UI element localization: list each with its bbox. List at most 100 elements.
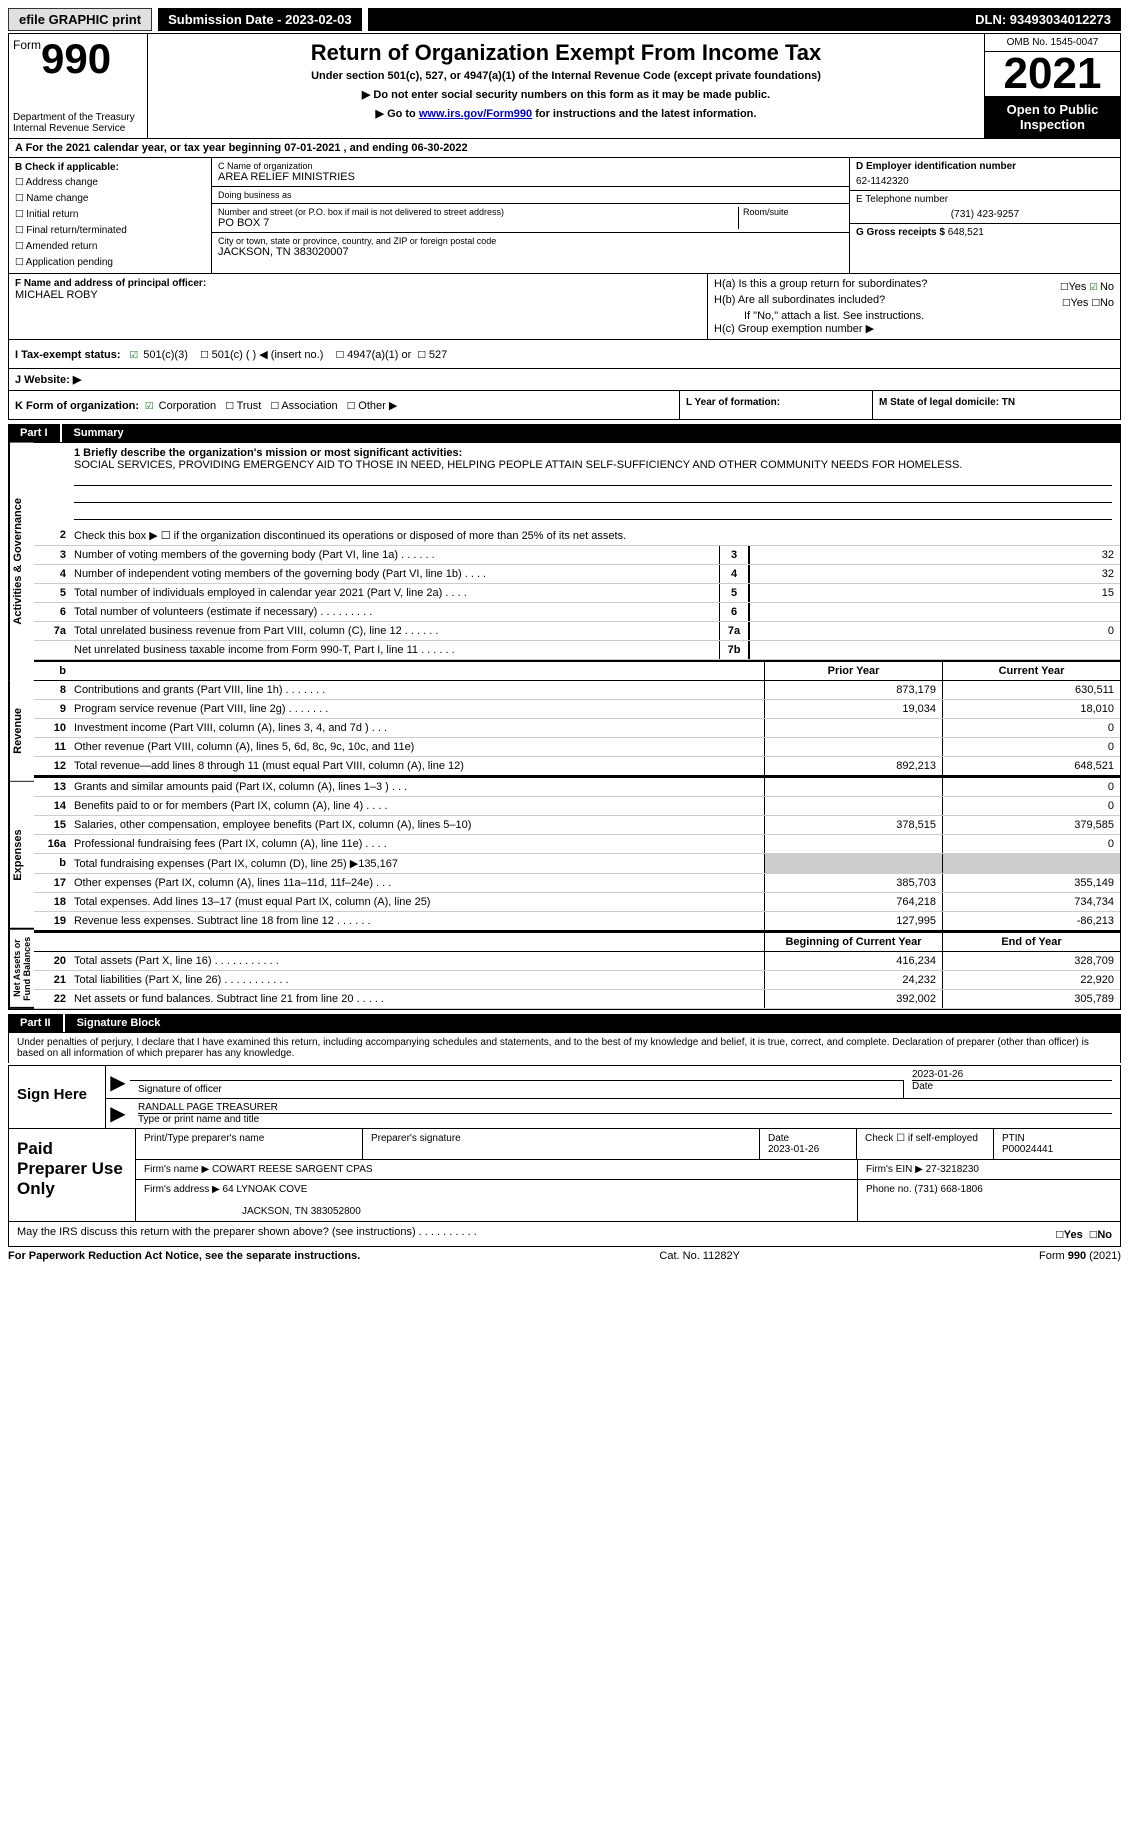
chk-assoc[interactable]: ☐ xyxy=(270,397,278,413)
sig-name-label: Type or print name and title xyxy=(138,1113,1112,1125)
firm-ein: 27-3218230 xyxy=(926,1164,979,1175)
street: PO BOX 7 xyxy=(218,217,738,229)
form-word: Form xyxy=(13,38,41,52)
section-b-c-d: B Check if applicable: ☐ Address change … xyxy=(8,158,1121,274)
summary-body: Activities & Governance Revenue Expenses… xyxy=(8,442,1121,1010)
chk-501c3[interactable]: ☑ xyxy=(130,346,138,362)
sig-officer-label: Signature of officer xyxy=(130,1080,904,1098)
box-b-label: B Check if applicable: xyxy=(15,162,205,173)
dept-treasury: Department of the Treasury Internal Reve… xyxy=(13,112,143,134)
submission-date: Submission Date - 2023-02-03 xyxy=(158,8,362,31)
dln: DLN: 93493034012273 xyxy=(368,8,1121,31)
part-i-header: Part I Summary xyxy=(8,424,1121,442)
tax-status-label: I Tax-exempt status: xyxy=(15,349,121,361)
chk-trust[interactable]: ☐ xyxy=(225,397,233,413)
chk-527[interactable]: ☐ xyxy=(417,346,425,362)
row-i: I Tax-exempt status: ☑ 501(c)(3) ☐ 501(c… xyxy=(8,340,1121,369)
vlabel-expenses: Expenses xyxy=(9,782,34,930)
current-year-hdr: Current Year xyxy=(942,662,1120,680)
chk-app-pending[interactable]: ☐ Application pending xyxy=(15,253,205,269)
phone: (731) 423-9257 xyxy=(856,209,1114,220)
ptin: P00024441 xyxy=(1002,1144,1053,1155)
row-f-h: F Name and address of principal officer:… xyxy=(8,274,1121,340)
dba-label: Doing business as xyxy=(218,190,843,200)
mission-label: 1 Briefly describe the organization's mi… xyxy=(74,447,1112,459)
end-year-hdr: End of Year xyxy=(942,933,1120,951)
irs-discuss: May the IRS discuss this return with the… xyxy=(8,1222,1121,1247)
room-label: Room/suite xyxy=(743,207,843,217)
gross-val: 648,521 xyxy=(948,227,984,238)
line2: Check this box ▶ ☐ if the organization d… xyxy=(70,526,1120,545)
chk-final-return[interactable]: ☐ Final return/terminated xyxy=(15,221,205,237)
form-title: Return of Organization Exempt From Incom… xyxy=(154,40,978,66)
firm-addr1: 64 LYNOAK COVE xyxy=(223,1184,308,1195)
prep-name-label: Print/Type preparer's name xyxy=(136,1129,363,1159)
discuss-yes[interactable]: ☐ xyxy=(1055,1226,1063,1242)
state-domicile: M State of legal domicile: TN xyxy=(879,397,1015,408)
vlabel-revenue: Revenue xyxy=(9,681,34,783)
chk-501c[interactable]: ☐ xyxy=(200,346,208,362)
beg-year-hdr: Beginning of Current Year xyxy=(764,933,942,951)
sig-date-label: Date xyxy=(912,1080,1112,1092)
top-bar: efile GRAPHIC print Submission Date - 20… xyxy=(8,8,1121,31)
chk-4947[interactable]: ☐ xyxy=(336,346,344,362)
ha-label: H(a) Is this a group return for subordin… xyxy=(714,278,927,294)
hb-note: If "No," attach a list. See instructions… xyxy=(714,310,1114,322)
paid-preparer-section: Paid Preparer Use Only Print/Type prepar… xyxy=(8,1129,1121,1222)
open-to-public: Open to Public Inspection xyxy=(985,96,1120,138)
form-number: 990 xyxy=(41,35,111,82)
vlabel-netassets: Net Assets or Fund Balances xyxy=(9,930,34,1009)
hc-label: H(c) Group exemption number ▶ xyxy=(714,322,1114,335)
firm-name: COWART REESE SARGENT CPAS xyxy=(212,1164,373,1175)
sig-name: RANDALL PAGE TREASURER xyxy=(138,1102,1112,1113)
sig-date: 2023-01-26 xyxy=(912,1069,1112,1080)
ssn-note: ▶ Do not enter social security numbers o… xyxy=(154,88,978,101)
arrow-icon: ▶ xyxy=(106,1066,130,1098)
form-org-label: K Form of organization: xyxy=(15,400,139,412)
website-label: J Website: ▶ xyxy=(15,374,81,386)
chk-amended[interactable]: ☐ Amended return xyxy=(15,237,205,253)
city-label: City or town, state or province, country… xyxy=(218,236,843,246)
firm-addr2: JACKSON, TN 383052800 xyxy=(242,1206,361,1217)
part-ii-header: Part II Signature Block xyxy=(8,1014,1121,1032)
org-name-label: C Name of organization xyxy=(218,161,843,171)
city: JACKSON, TN 383020007 xyxy=(218,246,843,258)
cat-no: Cat. No. 11282Y xyxy=(659,1250,740,1262)
ein: 62-1142320 xyxy=(856,176,1114,187)
officer-label: F Name and address of principal officer: xyxy=(15,278,701,289)
prep-sig-label: Preparer's signature xyxy=(363,1129,760,1159)
officer-name: MICHAEL ROBY xyxy=(15,289,701,301)
chk-address-change[interactable]: ☐ Address change xyxy=(15,173,205,189)
street-label: Number and street (or P.O. box if mail i… xyxy=(218,207,738,217)
form-footer: Form 990 (2021) xyxy=(1039,1250,1121,1262)
self-employed-check[interactable]: Check ☐ if self-employed xyxy=(857,1129,994,1159)
page-footer: For Paperwork Reduction Act Notice, see … xyxy=(8,1250,1121,1262)
firm-phone: (731) 668-1806 xyxy=(914,1184,982,1195)
chk-corp[interactable]: ☑ xyxy=(145,397,153,413)
arrow-icon: ▶ xyxy=(106,1099,130,1128)
phone-label: E Telephone number xyxy=(856,194,1114,205)
org-name: AREA RELIEF MINISTRIES xyxy=(218,171,843,183)
penalty-text: Under penalties of perjury, I declare th… xyxy=(8,1032,1121,1063)
chk-initial-return[interactable]: ☐ Initial return xyxy=(15,205,205,221)
gross-label: G Gross receipts $ xyxy=(856,227,945,238)
year-formation: L Year of formation: xyxy=(686,397,780,408)
chk-name-change[interactable]: ☐ Name change xyxy=(15,189,205,205)
chk-other[interactable]: ☐ xyxy=(347,397,355,413)
prep-date: 2023-01-26 xyxy=(768,1144,819,1155)
paid-label: Paid Preparer Use Only xyxy=(9,1129,136,1221)
tax-year: 2021 xyxy=(985,52,1120,96)
row-j: J Website: ▶ xyxy=(8,369,1121,391)
form-header: Form990 Department of the Treasury Inter… xyxy=(8,33,1121,139)
paperwork-notice: For Paperwork Reduction Act Notice, see … xyxy=(8,1250,360,1262)
hb-label: H(b) Are all subordinates included? xyxy=(714,294,885,310)
row-k-l-m: K Form of organization: ☑ Corporation ☐ … xyxy=(8,391,1121,420)
irs-link[interactable]: www.irs.gov/Form990 xyxy=(419,108,532,120)
form-subtitle: Under section 501(c), 527, or 4947(a)(1)… xyxy=(154,70,978,82)
line-a: A For the 2021 calendar year, or tax yea… xyxy=(8,139,1121,158)
efile-print-button[interactable]: efile GRAPHIC print xyxy=(8,8,152,31)
goto-note: ▶ Go to www.irs.gov/Form990 for instruct… xyxy=(154,107,978,120)
sign-here-section: Sign Here ▶ Signature of officer 2023-01… xyxy=(8,1065,1121,1129)
ein-label: D Employer identification number xyxy=(856,161,1114,172)
sign-here-label: Sign Here xyxy=(9,1066,106,1128)
